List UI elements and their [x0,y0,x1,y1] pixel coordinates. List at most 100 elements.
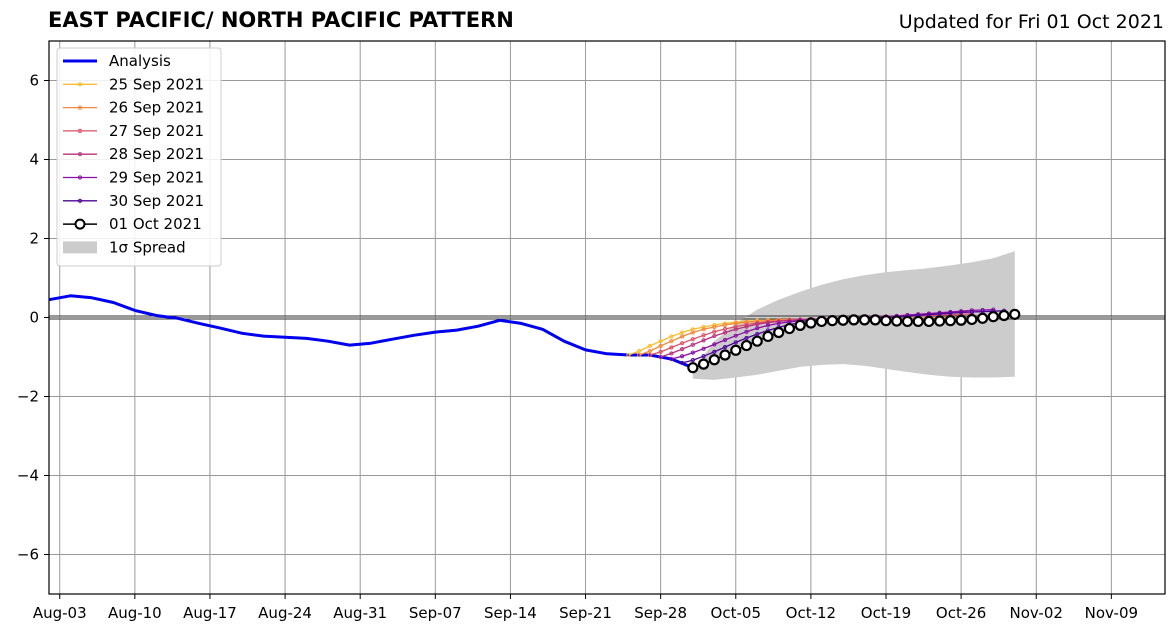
forecast-marker [712,329,717,334]
forecast-marker [690,342,695,347]
forecast-marker [680,330,685,335]
x-tick-label: Nov-02 [1010,604,1063,622]
y-tick-label: −2 [17,388,39,406]
forecast-marker [773,326,785,339]
forecast-marker [816,315,828,328]
forecast-marker [998,309,1010,322]
y-tick-label: 6 [29,72,39,90]
forecast-marker [719,349,731,361]
forecast-marker [669,356,674,362]
forecast-marker [744,320,749,325]
forecast-marker [722,330,728,335]
grid-lines [49,41,1165,594]
forecast-marker [755,322,760,327]
forecast-marker [880,315,892,327]
x-tick-label: Aug-17 [183,604,237,622]
y-tick-label: −6 [17,546,39,564]
x-tick-label: Aug-03 [33,604,87,622]
x-tick-label: Aug-24 [258,604,312,622]
forecast-marker [794,319,806,331]
legend-label: 01 Oct 2021 [109,215,202,233]
forecast-marker [680,334,685,339]
forecast-marker [730,344,742,356]
forecast-marker [647,352,653,358]
forecast-marker [722,345,728,350]
forecast-marker [690,358,695,363]
forecast-marker [744,324,749,329]
forecast-marker [901,315,914,328]
forecast-marker [690,337,695,342]
forecast-marker [776,321,781,326]
legend-swatch-marker [77,105,83,110]
legend-label: 29 Sep 2021 [109,169,204,187]
forecast-marker [658,339,663,344]
forecast-marker [869,314,881,326]
legend: Analysis 25 Sep 2021 26 Sep 2021 27 Sep 202… [56,47,222,267]
forecast-marker [701,327,706,332]
y-tick-label: −4 [17,467,39,485]
forecast-marker [690,350,695,355]
legend-swatch-marker [77,152,83,157]
forecast-marker [701,354,706,359]
legend-swatch-marker [77,128,83,133]
forecast-marker [923,315,935,328]
forecast-marker [858,314,871,326]
analysis-line [48,294,694,370]
y-tick-label: 0 [29,309,39,327]
forecast-marker [680,354,685,359]
forecast-marker [959,310,964,315]
forecast-marker [955,314,967,326]
forecast-marker [626,352,631,358]
forecast-marker [669,339,674,344]
forecast-marker [733,340,738,345]
forecast-marker [669,334,674,339]
forecast-marker [765,323,771,328]
x-tick-label: Aug-31 [333,604,387,622]
forecast-marker [669,351,674,356]
forecast-marker [783,322,796,335]
x-tick-label: Sep-21 [559,604,612,622]
x-tick-label: Nov-09 [1085,604,1138,622]
forecast-marker [837,314,849,326]
forecast-marker [637,352,642,358]
forecast-marker [658,349,663,354]
forecast-marker [658,343,663,349]
forecast-marker [1009,308,1021,320]
forecast-marker [976,312,989,324]
x-tick-label: Aug-10 [108,604,162,622]
forecast-marker [751,335,763,347]
forecast-marker [712,342,717,347]
forecast-marker [762,330,774,343]
axes: Aug-03 Aug-10 Aug-17 Aug-24 Aug-31 Sep-07 Sep-… [17,40,1166,622]
forecast-marker [647,348,653,354]
forecast-marker [647,343,653,349]
forecast-marker [733,327,738,332]
forecast-marker [712,349,717,354]
forecast-marker [687,362,699,374]
forecast-marker [966,313,978,326]
plot-frame [48,40,1166,595]
legend-swatch-marker [77,198,83,203]
forecast-marker [680,347,685,352]
forecast-marker [744,335,749,341]
forecast-marker [680,360,685,366]
forecast-marker [722,337,728,343]
legend-swatch-spread [63,241,97,254]
x-tick-label: Oct-12 [786,604,836,622]
forecast-marker [733,333,738,338]
forecast-marker [690,330,695,335]
legend-label: 1σ Spread [109,238,186,256]
updated-date: Updated for Fri 01 Oct 2021 [898,11,1164,33]
forecast-marker [701,324,706,330]
series-layer [48,294,1021,374]
legend-swatch-marker [74,218,86,230]
forecast-marker [701,338,706,343]
forecast-marker [701,333,706,338]
forecast-marker [712,324,717,330]
forecast-marker [697,358,710,370]
legend-label: 25 Sep 2021 [109,75,204,93]
forecast-marker [708,354,720,366]
x-tick-label: Oct-05 [711,604,761,622]
legend-label: 30 Sep 2021 [109,192,204,210]
